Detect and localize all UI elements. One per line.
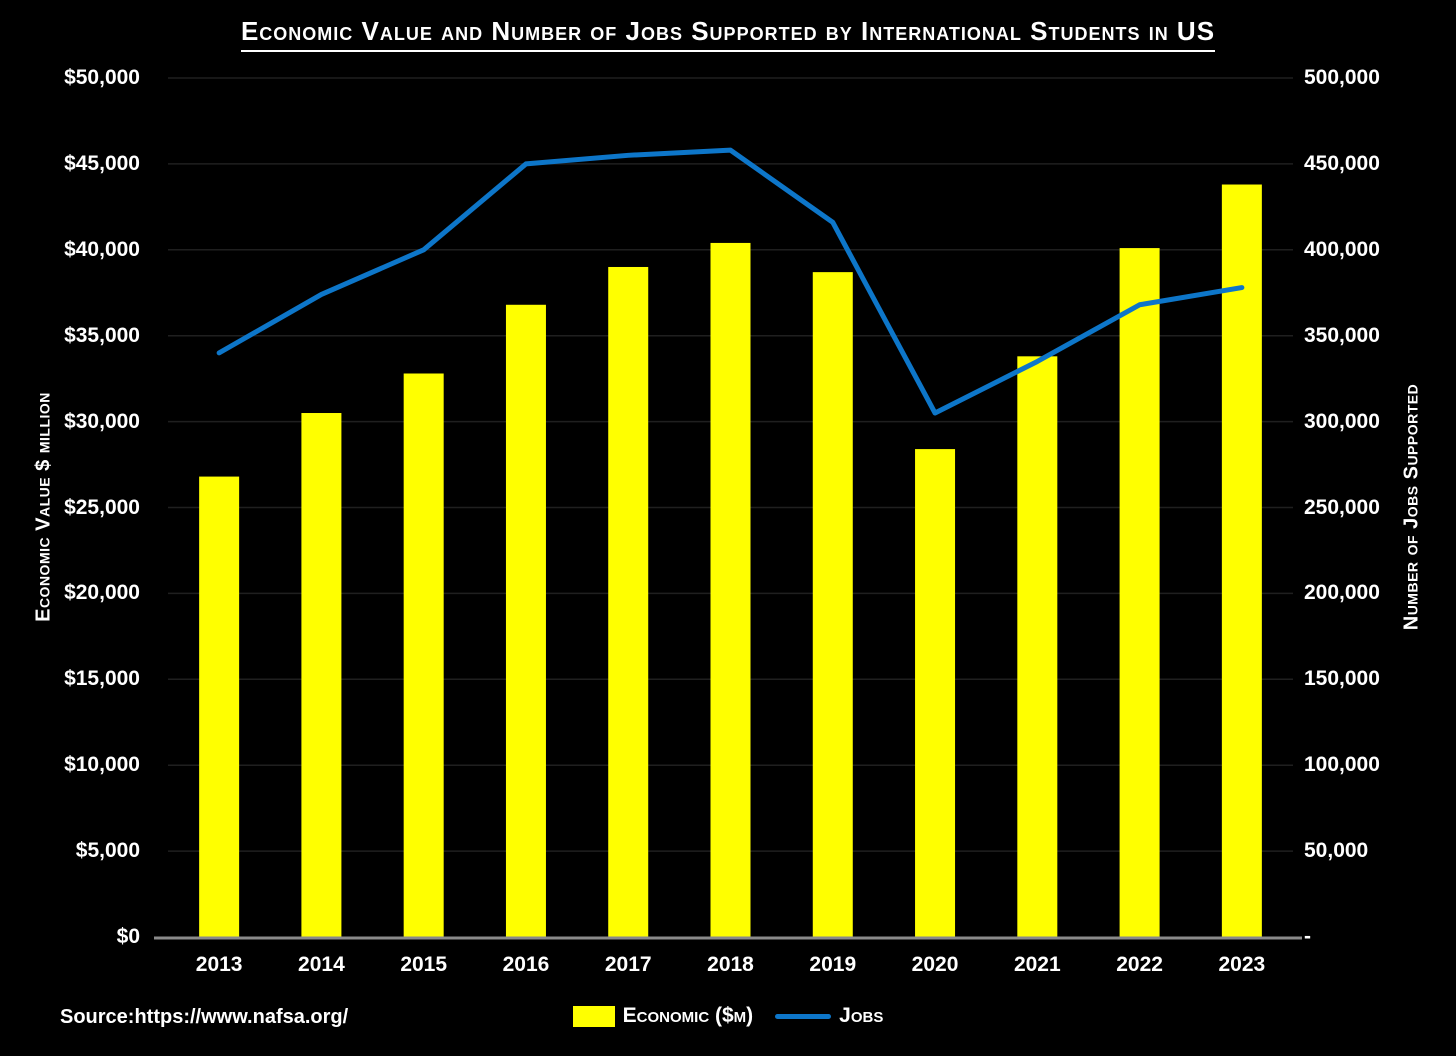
right-axis-tick: 500,000 [1304, 66, 1380, 89]
bar-2014 [301, 413, 342, 937]
left-axis-tick: $45,000 [64, 151, 140, 175]
x-axis-label-2021: 2021 [1013, 953, 1061, 976]
bar-2019 [812, 272, 853, 937]
left-axis-tick: $0 [116, 925, 140, 948]
right-axis-tick: 150,000 [1304, 667, 1380, 691]
left-axis-tick: $50,000 [64, 66, 140, 89]
right-axis-tick: 300,000 [1304, 409, 1380, 433]
bar-2018 [710, 242, 751, 938]
x-axis-label-2023: 2023 [1218, 953, 1266, 976]
left-axis-tick: $40,000 [64, 237, 140, 261]
chart-title: Economic Value and Number of Jobs Suppor… [0, 16, 1456, 52]
chart-title-text: Economic Value and Number of Jobs Suppor… [240, 16, 1216, 52]
bar-2016 [505, 304, 546, 937]
x-axis-label-2019: 2019 [809, 953, 857, 976]
left-axis-tick: $35,000 [64, 323, 140, 347]
bar-2017 [608, 266, 649, 938]
right-axis-tick: 350,000 [1304, 323, 1380, 347]
source-attribution: Source:https://www.nafsa.org/ [60, 1006, 349, 1028]
right-axis-tick: 200,000 [1304, 581, 1380, 605]
jobs-line-swatch-icon [775, 1013, 832, 1019]
x-axis-label-2014: 2014 [298, 953, 345, 976]
x-axis-label-2020: 2020 [911, 953, 959, 976]
x-axis-label-2013: 2013 [195, 953, 243, 976]
left-axis-tick: $25,000 [64, 495, 140, 519]
jobs-line [216, 147, 1245, 416]
right-axis-tick: 250,000 [1304, 495, 1380, 519]
legend-item-economic: Economic ($m) [572, 1004, 754, 1028]
left-axis-tick: $30,000 [64, 409, 140, 433]
left-axis-tick: $10,000 [64, 753, 140, 777]
economic-bar-swatch-icon [572, 1005, 615, 1027]
bar-2015 [403, 373, 444, 938]
legend-item-jobs: Jobs [775, 1004, 883, 1028]
bar-2022 [1119, 248, 1160, 937]
x-axis-label-2016: 2016 [502, 953, 550, 976]
legend-jobs-label: Jobs [839, 1004, 884, 1027]
x-axis-label-2017: 2017 [604, 953, 652, 976]
left-axis-tick: $15,000 [64, 667, 140, 691]
left-axis-tick: $5,000 [75, 839, 140, 863]
left-axis-tick: $20,000 [64, 581, 140, 605]
bar-2023 [1221, 184, 1262, 938]
right-axis-tick: - [1304, 925, 1311, 948]
left-axis-title: Economic Value $ million [32, 392, 55, 622]
right-axis-tick: 450,000 [1304, 151, 1380, 175]
x-axis-label-2022: 2022 [1116, 953, 1163, 976]
bar-2013 [199, 476, 240, 937]
right-axis-title: Number of Jobs Supported [1400, 383, 1423, 631]
legend-economic-label: Economic ($m) [622, 1004, 754, 1027]
x-axis-label-2018: 2018 [707, 953, 754, 976]
bar-2020 [915, 449, 956, 937]
right-axis-tick: 400,000 [1304, 237, 1380, 261]
bar-2021 [1017, 356, 1058, 937]
chart-legend: Economic ($m) Jobs [0, 1004, 1456, 1028]
x-axis-label-2015: 2015 [400, 953, 448, 976]
right-axis-tick: 50,000 [1304, 839, 1369, 863]
right-axis-tick: 100,000 [1304, 753, 1380, 777]
